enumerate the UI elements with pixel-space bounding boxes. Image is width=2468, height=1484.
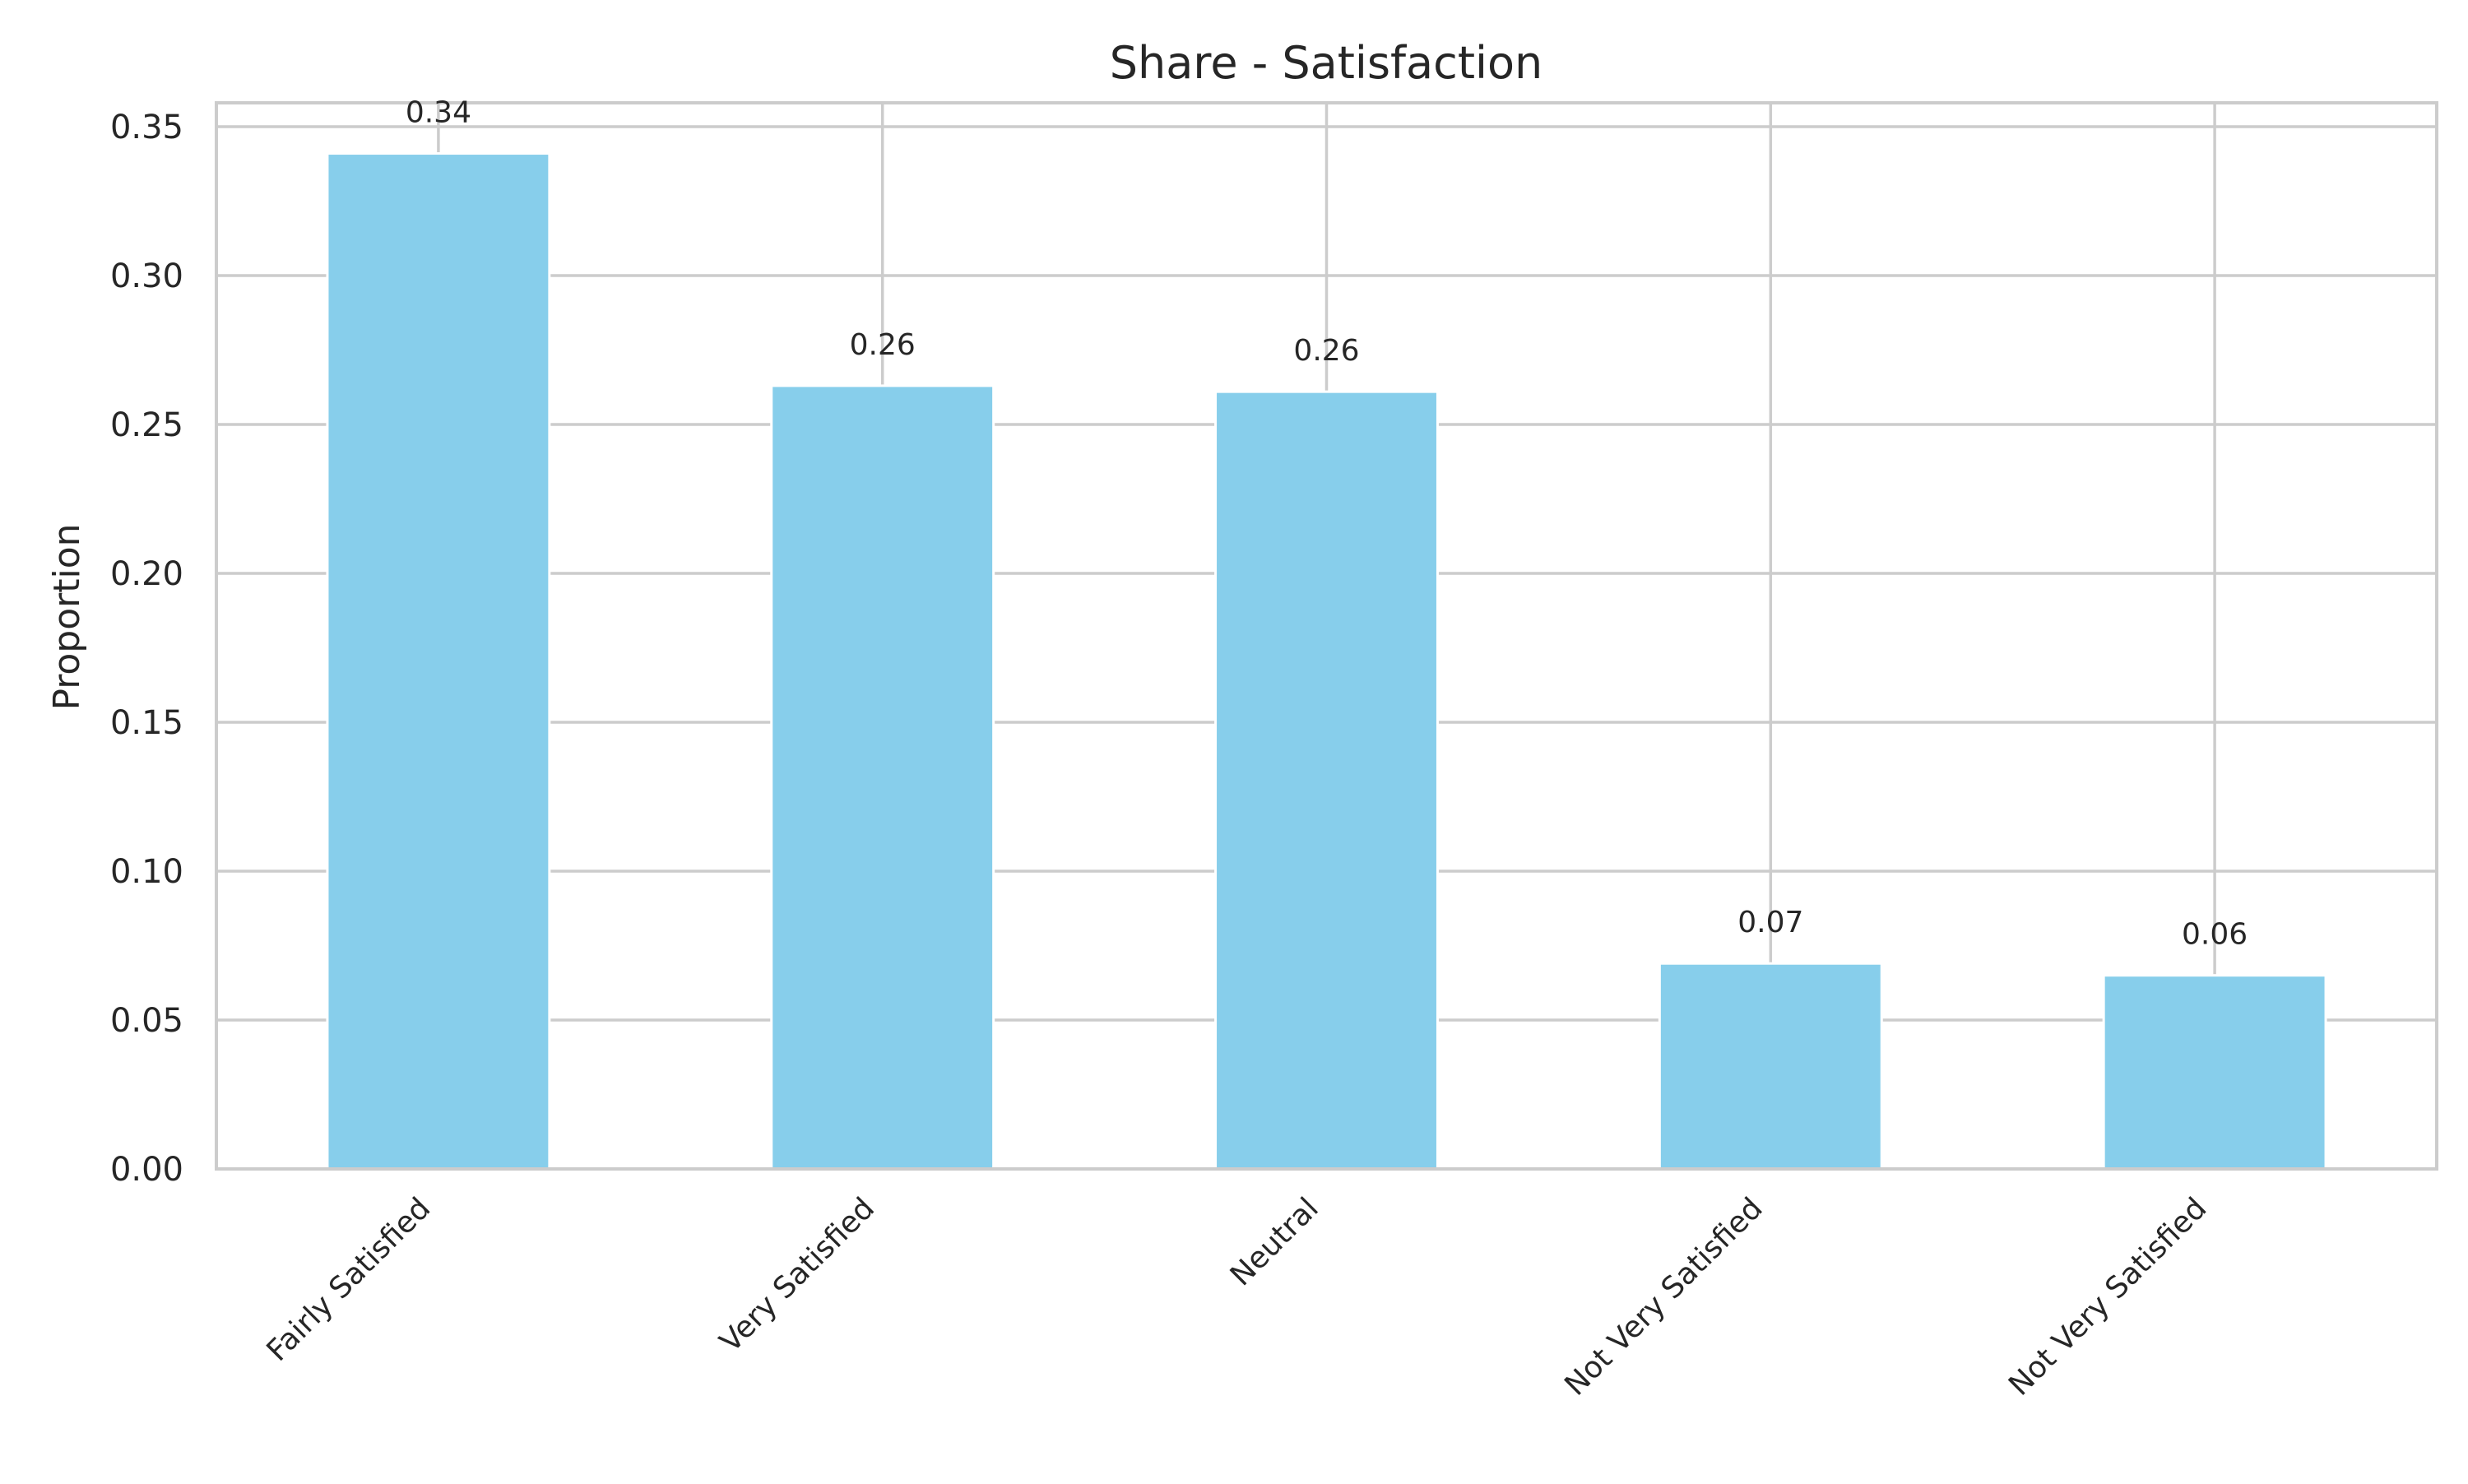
bar-4 <box>2102 974 2327 1171</box>
chart-title: Share - Satisfaction <box>1110 37 1543 89</box>
bar-2 <box>1214 390 1439 1171</box>
plot-frame <box>215 101 2438 1171</box>
y-tick-label-3: 0.15 <box>110 704 183 742</box>
y-axis-label: Proportion <box>46 523 88 710</box>
x-tick-labels: Fairly Satisfied Very Satisfied Neutral Not… <box>261 1191 2214 1402</box>
data-label-1: 0.26 <box>850 328 916 362</box>
x-tick-label-2: Neutral <box>1224 1191 1325 1292</box>
data-label-2: 0.26 <box>1293 334 1359 368</box>
x-tick-label-0: Fairly Satisfied <box>261 1191 438 1368</box>
bars <box>326 152 2327 1171</box>
bar-0 <box>326 152 551 1171</box>
data-label-3: 0.07 <box>1737 906 1803 939</box>
y-tick-label-1: 0.05 <box>110 1002 183 1040</box>
y-tick-label-7: 0.35 <box>110 109 183 146</box>
bar-1 <box>770 384 995 1171</box>
data-label-4: 0.06 <box>2182 918 2248 952</box>
data-label-0: 0.34 <box>406 96 471 130</box>
y-tick-label-5: 0.25 <box>110 406 183 444</box>
data-labels: 0.34 0.26 0.26 0.07 0.06 <box>406 96 2248 952</box>
axes-frame <box>215 101 2438 1171</box>
x-tick-label-1: Very Satisfied <box>713 1191 881 1359</box>
y-tick-label-4: 0.20 <box>110 555 183 593</box>
y-tick-label-0: 0.00 <box>110 1151 183 1189</box>
y-tick-labels: 0.00 0.05 0.10 0.15 0.20 0.25 0.30 0.35 <box>110 109 183 1189</box>
x-tick-label-3: Not Very Satisfied <box>1558 1191 1769 1402</box>
x-tick-label-4: Not Very Satisfied <box>2002 1191 2213 1402</box>
y-tick-label-2: 0.10 <box>110 853 183 891</box>
bar-3 <box>1658 962 1883 1171</box>
y-tick-label-6: 0.30 <box>110 257 183 295</box>
